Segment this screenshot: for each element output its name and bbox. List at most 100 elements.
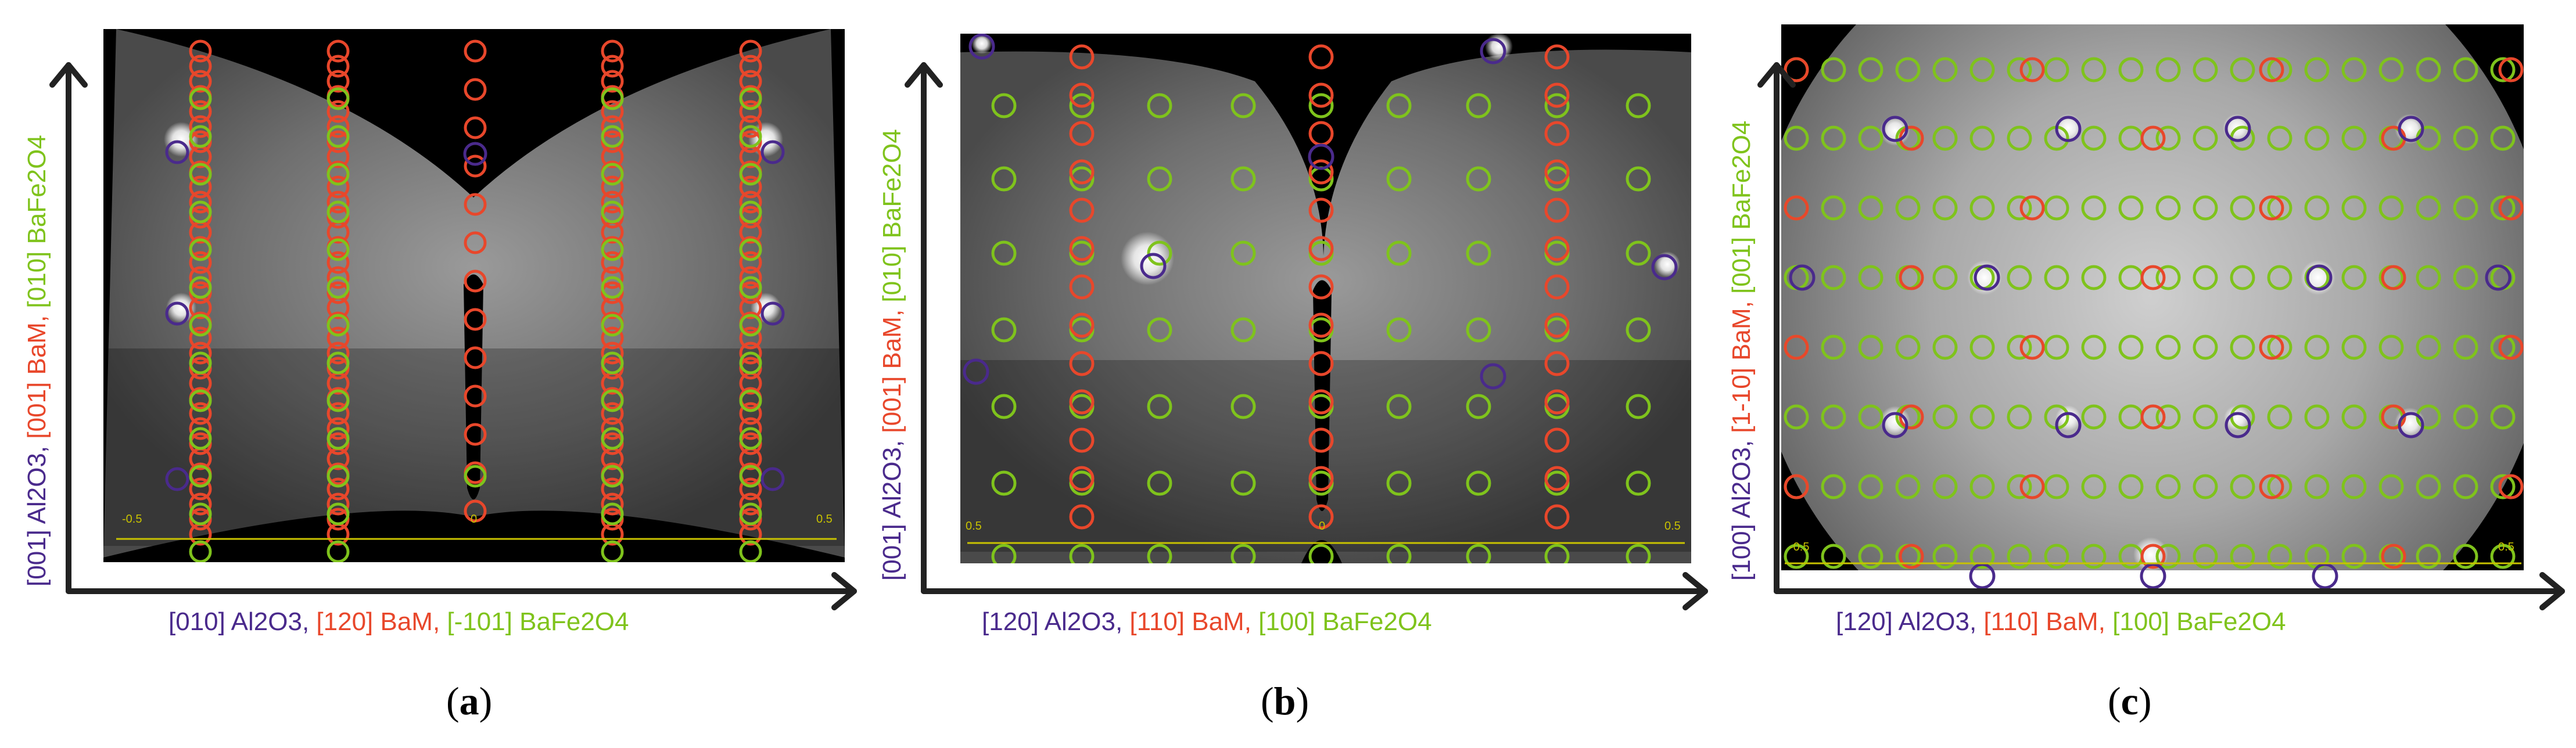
bafe2o4-reflection-ring xyxy=(2304,474,2330,499)
bafe2o4-reflection-ring xyxy=(601,389,624,412)
bafe2o4-reflection-ring xyxy=(2490,404,2516,430)
bafe2o4-reflection-ring xyxy=(327,163,350,186)
scale-tick-label: 0 xyxy=(471,513,477,526)
al2o3-reflection-ring xyxy=(1882,116,1908,142)
bafe2o4-reflection-ring xyxy=(327,238,350,261)
bam-reflection-ring xyxy=(327,402,350,425)
bam-reflection-ring xyxy=(1069,274,1095,300)
bafe2o4-reflection-ring xyxy=(739,502,762,526)
scale-bar-a: -0.5 0 0.5 xyxy=(116,513,837,540)
bafe2o4-reflection-ring xyxy=(2416,265,2441,290)
bafe2o4-reflection-ring xyxy=(1895,335,1921,360)
bafe2o4-reflection-ring xyxy=(2267,404,2292,430)
al2o3-reflection-ring xyxy=(760,301,785,326)
bafe2o4-reflection-ring xyxy=(1969,404,1995,430)
bafe2o4-reflection-ring xyxy=(2416,57,2441,82)
bafe2o4-reflection-ring xyxy=(1821,195,1846,221)
bafe2o4-reflection-ring xyxy=(1858,57,1883,82)
bafe2o4-reflection-ring xyxy=(327,540,350,562)
y-axis-label-c: [100] Al2O3, [1-10] BaM, [001] BaFe2O4 xyxy=(1727,121,1756,581)
bafe2o4-reflection-ring xyxy=(739,351,762,375)
bafe2o4-reflection-ring xyxy=(327,276,350,299)
bam-reflection-ring xyxy=(601,175,624,199)
bam-reflection-ring xyxy=(1308,44,1334,70)
bafe2o4-reflection-ring xyxy=(1147,93,1172,118)
bafe2o4-reflection-ring xyxy=(739,314,762,337)
bam-reflection-ring xyxy=(601,55,624,78)
bafe2o4-reflection-ring xyxy=(2230,265,2255,290)
bafe2o4-reflection-ring xyxy=(2267,265,2292,290)
bafe2o4-reflection-ring xyxy=(2193,195,2218,221)
bafe2o4-reflection-ring xyxy=(1969,335,1995,360)
bafe2o4-reflection-ring xyxy=(189,238,212,261)
bam-reflection-ring xyxy=(327,417,350,440)
bafe2o4-reflection-ring xyxy=(189,314,212,337)
bam-reflection-ring xyxy=(464,499,487,523)
bafe2o4-reflection-ring xyxy=(2304,335,2330,360)
bafe2o4-reflection-ring xyxy=(1969,474,1995,499)
bam-reflection-ring xyxy=(2381,544,2406,569)
axes-b xyxy=(905,62,1708,610)
scale-tick-label: 0.5 xyxy=(816,513,833,526)
bafe2o4-reflection-ring xyxy=(2155,125,2181,151)
bam-reflection-ring xyxy=(464,423,487,446)
bafe2o4-reflection-ring xyxy=(1969,57,1995,82)
caption-c: (c) xyxy=(2108,679,2152,723)
bafe2o4-reflection-ring xyxy=(2453,335,2478,360)
bafe2o4-reflection-ring xyxy=(2341,335,2367,360)
al2o3-reflection-ring xyxy=(1651,254,1678,280)
axis-segment-bafe2o4: [100] BaFe2O4 xyxy=(2112,607,2286,636)
bam-reflection-ring xyxy=(1069,197,1095,223)
bafe2o4-reflection-ring xyxy=(601,465,624,488)
bam-reflection-ring xyxy=(2140,404,2166,430)
bafe2o4-reflection-ring xyxy=(1969,544,1995,569)
bafe2o4-reflection-ring xyxy=(2007,195,2032,221)
bafe2o4-reflection-ring xyxy=(2490,195,2516,221)
bafe2o4-reflection-ring xyxy=(739,200,762,224)
bafe2o4-reflection-ring xyxy=(2267,125,2292,151)
bam-reflection-ring xyxy=(189,402,212,425)
bam-reflection-ring xyxy=(1308,312,1334,338)
bafe2o4-reflection-ring xyxy=(1932,57,1958,82)
bafe2o4-reflection-ring xyxy=(1932,125,1958,151)
bafe2o4-reflection-ring xyxy=(1147,317,1172,343)
axes-a xyxy=(49,62,857,610)
bafe2o4-reflection-ring xyxy=(2081,195,2107,221)
bafe2o4-reflection-ring xyxy=(1858,404,1883,430)
bafe2o4-reflection-ring xyxy=(1466,317,1491,343)
bafe2o4-reflection-ring xyxy=(327,200,350,224)
bam-reflection-ring xyxy=(739,326,762,350)
bafe2o4-reflection-ring xyxy=(327,125,350,148)
al2o3-reflection-ring xyxy=(1969,563,1996,589)
bafe2o4-reflection-ring xyxy=(1230,93,1256,118)
bafe2o4-reflection-ring xyxy=(1386,166,1412,192)
bam-reflection-ring xyxy=(327,100,350,123)
bam-reflection-ring xyxy=(739,39,762,63)
bafe2o4-reflection-ring xyxy=(601,200,624,224)
caption-letter: b xyxy=(1274,679,1296,723)
bafe2o4-reflection-ring xyxy=(1544,544,1570,563)
bam-reflection-ring xyxy=(1069,427,1095,453)
bafe2o4-reflection-ring xyxy=(327,465,350,488)
bam-reflection-ring xyxy=(189,477,212,501)
reflection-markers-b xyxy=(963,34,1678,563)
bam-reflection-ring xyxy=(1308,82,1334,108)
bam-reflection-ring xyxy=(2259,474,2284,499)
bam-reflection-ring xyxy=(739,100,762,123)
bafe2o4-reflection-ring xyxy=(2230,544,2255,569)
al2o3-reflection-ring xyxy=(1480,363,1506,390)
axis-segment-al2o3: [120] Al2O3, xyxy=(1836,607,1983,636)
bafe2o4-reflection-ring xyxy=(2304,57,2330,82)
panel-c: -0.5 0.5 [120] Al2O3, [110] BaM, [100] B… xyxy=(1727,24,2565,723)
bam-reflection-ring xyxy=(1308,351,1334,376)
bam-reflection-ring xyxy=(1784,474,1809,499)
bam-reflection-ring xyxy=(739,70,762,93)
bafe2o4-reflection-ring xyxy=(1626,240,1651,266)
bam-reflection-ring xyxy=(1544,197,1570,223)
bafe2o4-reflection-ring xyxy=(601,87,624,110)
axis-segment-bafe2o4: [-101] BaFe2O4 xyxy=(447,607,629,636)
bafe2o4-reflection-ring xyxy=(189,502,212,526)
bam-reflection-ring xyxy=(2140,265,2166,290)
bafe2o4-reflection-ring xyxy=(1784,404,1809,430)
bam-reflection-ring xyxy=(464,193,487,216)
